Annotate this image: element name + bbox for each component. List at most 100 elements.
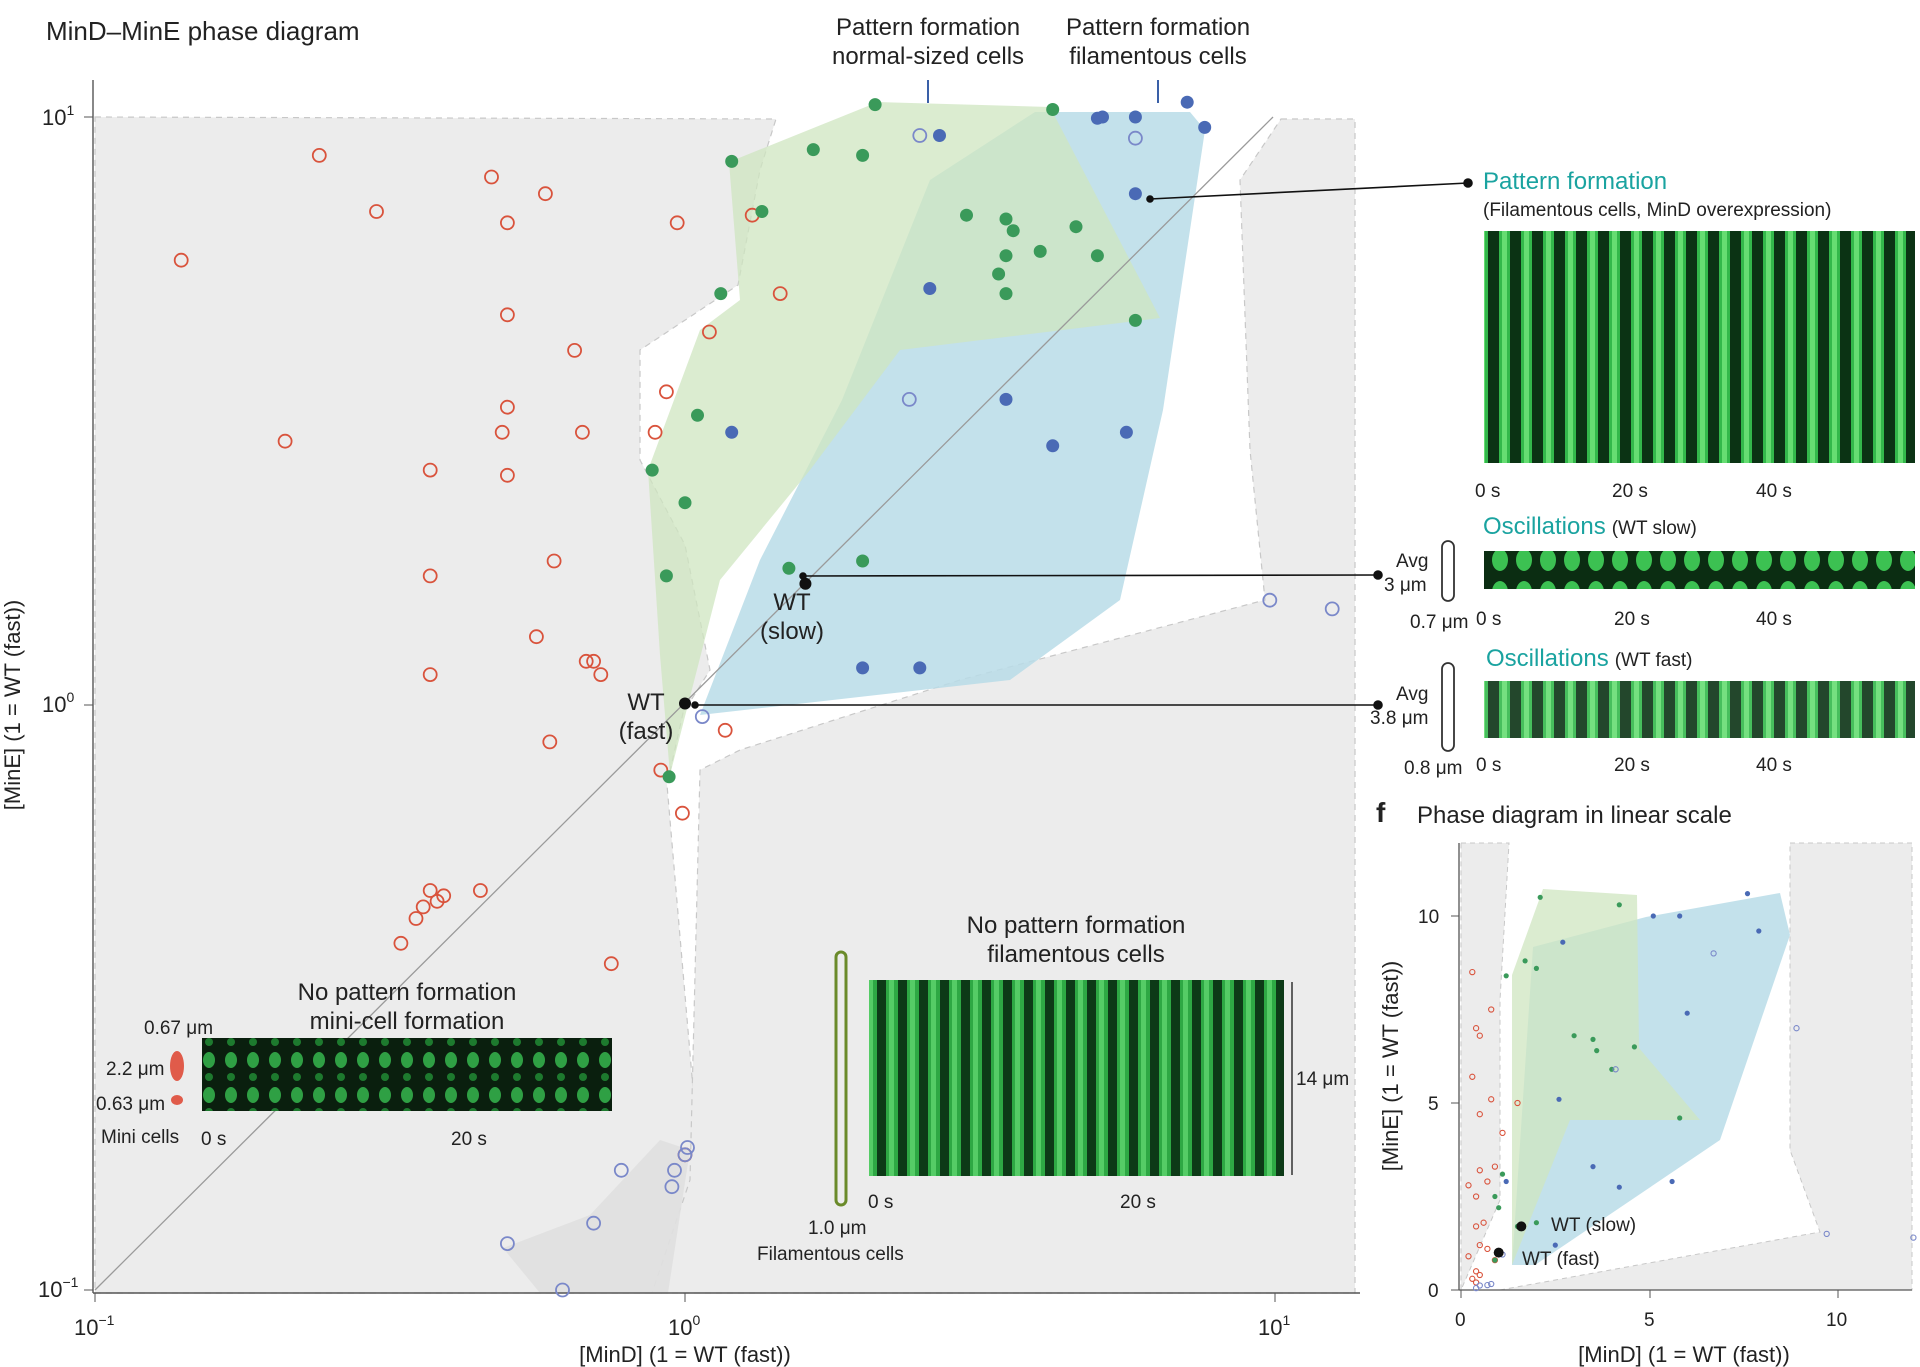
no-pattern-filamentous-label-2: filamentous cells <box>987 941 1164 968</box>
data-point-series1-23 <box>662 770 676 784</box>
data-point-series1-16 <box>1492 1257 1498 1263</box>
data-point-series1-7 <box>1006 224 1020 238</box>
data-point-series3-10 <box>667 1162 682 1178</box>
data-point-series1-5 <box>1046 103 1060 116</box>
data-point-series0-38 <box>603 956 619 972</box>
filamentous-caption: Filamentous cells <box>757 1244 904 1265</box>
data-point-series0-4 <box>1469 1073 1476 1080</box>
data-point-series0-9 <box>1476 1167 1483 1174</box>
data-point-series2-1 <box>1677 913 1683 919</box>
data-point-series1-12 <box>1492 1193 1498 1200</box>
data-point-series1-19 <box>678 496 692 510</box>
data-point-series0-11 <box>499 399 515 415</box>
data-point-series3-2 <box>1793 1025 1800 1032</box>
data-point-series0-5 <box>1476 1111 1483 1118</box>
data-point-series0-29 <box>653 762 669 778</box>
data-point-series1-18 <box>645 463 659 477</box>
log-x-ticks: 10−1 100 101 <box>74 1293 1290 1340</box>
data-point-series2-12 <box>856 661 870 675</box>
mini-width-top: 0.67 μm <box>144 1018 213 1039</box>
data-point-series0-26 <box>593 667 609 682</box>
data-point-series0-18 <box>647 424 663 440</box>
data-point-series0-33 <box>415 899 431 915</box>
data-point-series1-20 <box>659 569 673 583</box>
osc-fast-length: 3.8 μm <box>1370 708 1428 729</box>
data-point-series1-9 <box>999 249 1013 263</box>
x-tick-10: 101 <box>1258 1312 1290 1340</box>
data-point-series1-14 <box>999 287 1013 301</box>
data-point-series0-3 <box>484 169 499 185</box>
filamentous-time-20: 20 s <box>1120 1192 1156 1213</box>
data-point-series1-10 <box>1033 244 1047 258</box>
data-point-series0-17 <box>575 424 590 440</box>
data-point-series0-8 <box>702 324 717 340</box>
pattern-time-40: 40 s <box>1756 481 1792 502</box>
data-point-series0-7 <box>1499 1129 1506 1137</box>
data-point-series3-1 <box>1612 1066 1619 1073</box>
data-point-series1-2 <box>1522 958 1528 964</box>
data-point-series0-28 <box>717 722 733 738</box>
data-point-series1-16 <box>1128 313 1142 327</box>
data-point-series2-6 <box>1684 1010 1690 1016</box>
data-point-series0-2 <box>369 204 384 219</box>
data-point-series1-10 <box>1677 1115 1683 1121</box>
panel-f-letter: f <box>1376 797 1386 828</box>
data-point-series2-7 <box>1128 187 1142 201</box>
data-point-series1-11 <box>1069 220 1083 234</box>
data-point-series3-13 <box>555 1282 570 1298</box>
data-point-series0-15 <box>494 424 510 440</box>
data-point-series3-12 <box>680 1140 695 1155</box>
data-point-series1-3 <box>1533 965 1539 972</box>
filamentous-width: 1.0 μm <box>808 1218 866 1239</box>
data-point-series0-20 <box>422 568 438 584</box>
data-point-series0-0 <box>1469 968 1476 976</box>
linear-data-points <box>1465 891 1917 1292</box>
data-point-series0-4 <box>499 215 515 231</box>
data-point-series1-13 <box>1496 1205 1502 1211</box>
data-point-series0-36 <box>436 888 452 904</box>
no-pattern-filamentous-label-1: No pattern formation <box>967 912 1186 939</box>
pattern-time-20: 20 s <box>1612 481 1648 502</box>
data-point-series1-4 <box>755 205 769 218</box>
filamentous-time-0: 0 s <box>868 1192 893 1213</box>
data-point-series1-1 <box>1503 973 1509 979</box>
data-point-series2-10 <box>1503 1178 1509 1185</box>
data-point-series1-9 <box>1631 1044 1637 1050</box>
data-point-series1-6 <box>1594 1048 1600 1054</box>
data-point-series0-15 <box>1480 1219 1487 1226</box>
osc-fast-title: Oscillations (WT fast) <box>1486 645 1692 672</box>
data-point-series2-5 <box>933 129 946 142</box>
data-point-series1-3 <box>856 148 870 162</box>
data-point-series3-4 <box>1910 1234 1917 1241</box>
data-point-series0-17 <box>1484 1245 1491 1253</box>
linear-x-tick-5: 5 <box>1644 1310 1655 1331</box>
pattern-kymo-panel: Pattern formation (Filamentous cells, Mi… <box>1475 168 1915 502</box>
pattern-filamentous-label-2: filamentous cells <box>1069 43 1246 70</box>
data-point-series0-3 <box>1488 1006 1495 1013</box>
linear-wt-fast-label: WT (fast) <box>1522 1249 1600 1270</box>
data-point-series0-22 <box>422 667 438 682</box>
data-point-series2-2 <box>1180 95 1194 109</box>
wt-slow-marker <box>799 577 812 590</box>
filamentous-inset: 14 μm 1.0 μm Filamentous cells 0 s 20 s <box>757 950 1349 1265</box>
data-point-series0-10 <box>567 342 582 358</box>
mini-caption: Mini cells <box>101 1127 179 1148</box>
data-point-series0-18 <box>1465 1253 1472 1260</box>
linear-wt-slow-marker <box>1516 1221 1527 1232</box>
data-point-series0-20 <box>1476 1271 1483 1279</box>
data-point-series0-23 <box>529 629 544 645</box>
osc-fast-panel: Oscillations (WT fast) Avg 3.8 μm 0.8 μm … <box>1370 645 1915 779</box>
data-point-series0-27 <box>542 734 558 750</box>
mini-time-0: 0 s <box>201 1129 226 1150</box>
mini-cell-inset: 0.67 μm 2.2 μm 0.63 μm Mini cells 0 s 20… <box>96 1018 612 1150</box>
wt-slow-label-1: WT <box>773 589 811 616</box>
y-tick-10: 101 <box>42 102 74 130</box>
pattern-kymo-title: Pattern formation <box>1483 168 1667 195</box>
data-point-series2-9 <box>1046 439 1060 453</box>
data-point-series3-9 <box>1472 1284 1480 1292</box>
filamentous-kymograph <box>869 980 1284 1176</box>
data-point-series0-13 <box>277 433 293 449</box>
y-tick-1: 100 <box>42 689 74 717</box>
osc-slow-time-0: 0 s <box>1476 609 1501 630</box>
